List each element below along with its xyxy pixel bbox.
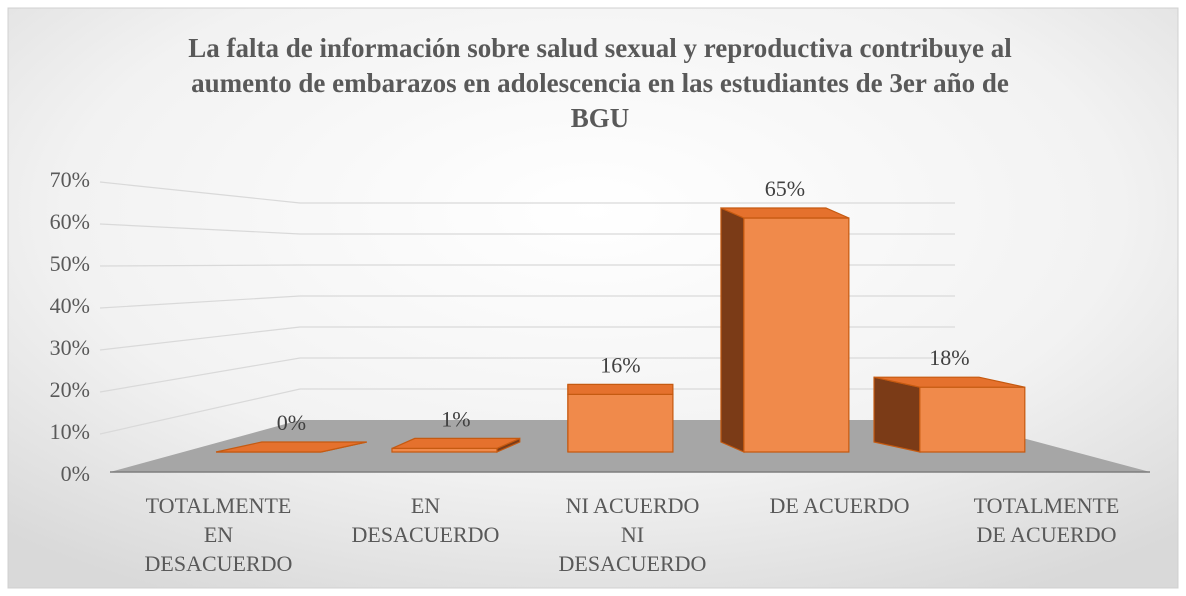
bar — [567, 383, 674, 453]
y-tick-label: 50% — [50, 251, 90, 276]
value-label: 18% — [929, 345, 969, 370]
x-tick-label: TOTALMENTE DE ACUERDO — [974, 493, 1120, 547]
bar — [215, 441, 367, 453]
y-tick-label: 60% — [50, 209, 90, 234]
bar-top — [215, 441, 367, 453]
bar-side — [720, 207, 745, 453]
value-label: 0% — [277, 410, 306, 435]
y-tick-label: 30% — [50, 335, 90, 360]
bar — [873, 376, 1026, 453]
x-tick-label: DE ACUERDO — [770, 493, 910, 518]
bar — [720, 207, 850, 453]
chart-title: La falta de información sobre salud sexu… — [188, 33, 1012, 133]
y-tick-label: 70% — [50, 167, 90, 192]
bar-front — [567, 393, 674, 453]
value-label: 1% — [441, 406, 470, 431]
bar-top — [720, 207, 850, 219]
bar-top — [567, 383, 674, 395]
y-tick-label: 10% — [50, 419, 90, 444]
y-tick-label: 0% — [61, 461, 90, 486]
value-label: 16% — [600, 352, 640, 377]
grid-line — [99, 181, 955, 204]
y-tick-label: 40% — [50, 293, 90, 318]
x-tick-label: NI ACUERDO NI DESACUERDO — [559, 493, 707, 576]
bar-front — [919, 386, 1026, 453]
x-tick-label: EN DESACUERDO — [352, 493, 500, 547]
chart-area — [7, 7, 1179, 589]
value-label: 65% — [765, 176, 805, 201]
bar-top — [873, 376, 1025, 388]
x-tick-label: TOTALMENTE EN DESACUERDO — [145, 493, 293, 576]
bar-front — [743, 217, 850, 453]
bar-top — [391, 437, 521, 449]
bar-side — [873, 376, 921, 453]
y-tick-label: 20% — [50, 377, 90, 402]
bar — [391, 437, 521, 453]
